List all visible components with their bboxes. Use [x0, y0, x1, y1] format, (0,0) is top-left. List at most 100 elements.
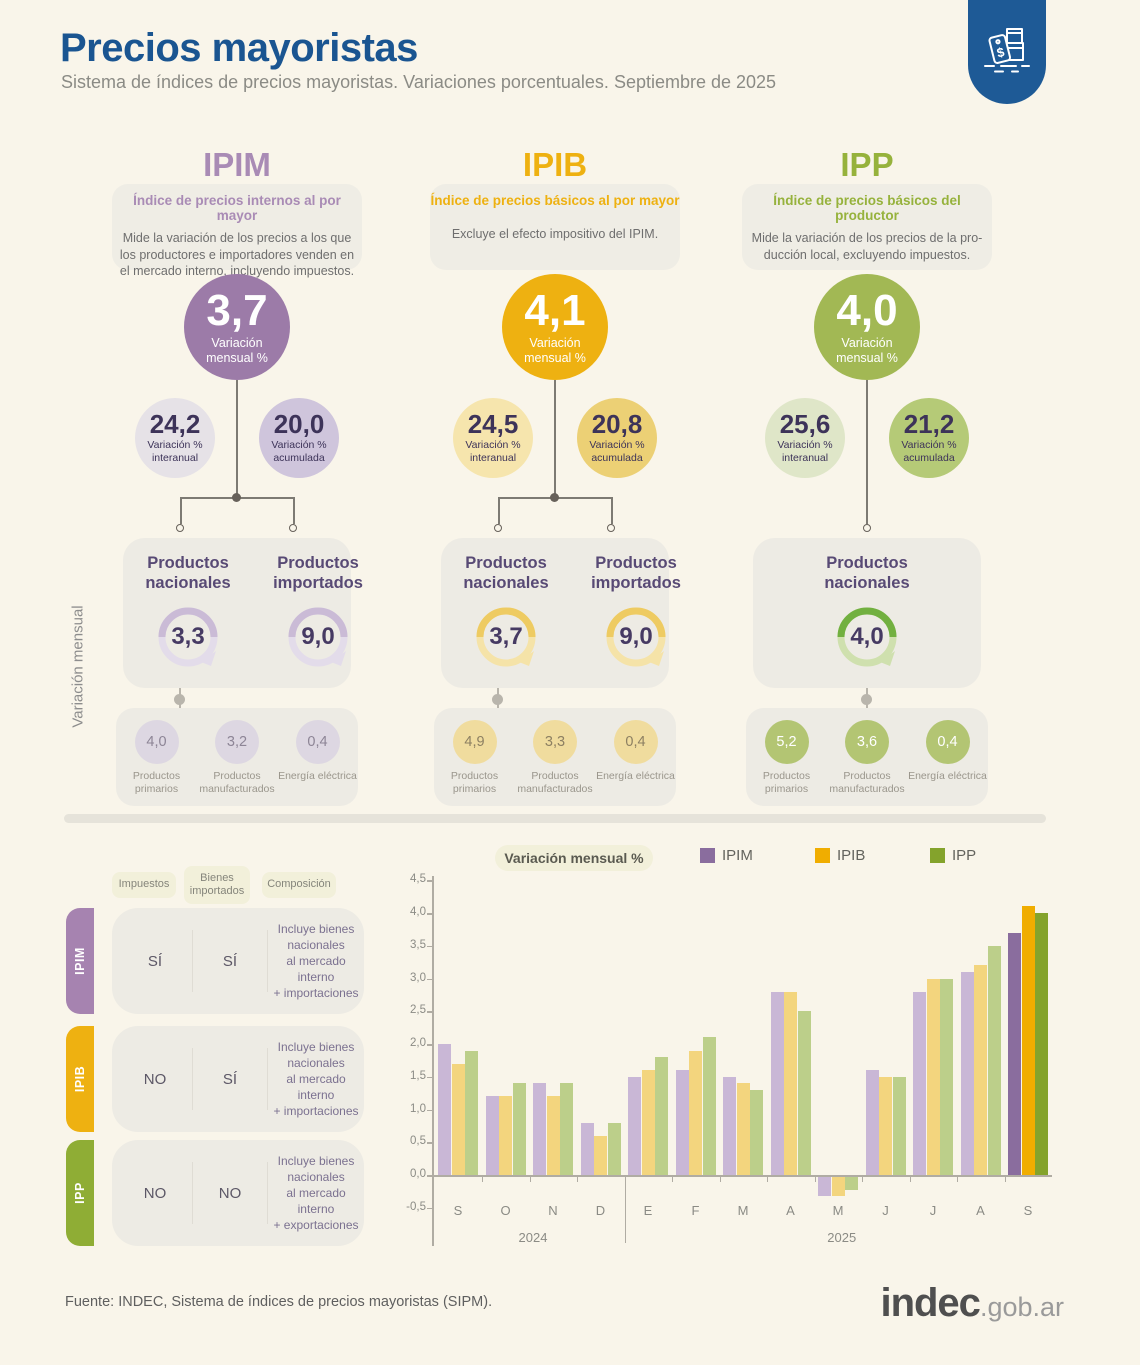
row-tab-ipim: IPIM [66, 908, 94, 1014]
breakdown-value: 0,4 [925, 720, 970, 764]
month-label: S [453, 1203, 463, 1218]
product-value: 9,0 [619, 622, 653, 650]
bar-ipim-N [533, 1083, 546, 1175]
product-name: Productos importados [591, 554, 681, 592]
index-full-name: Índice de precios básicos al por mayor [430, 193, 680, 208]
cell-composicion: Incluye bienes nacionales al mercado int… [273, 1039, 359, 1119]
y-axis-tick-label: 4,0 [410, 906, 426, 918]
month-label: A [976, 1203, 985, 1218]
bar-ipp-M [750, 1089, 763, 1175]
y-axis-tick [427, 978, 432, 980]
group-tick [1004, 1175, 1006, 1182]
y-axis-tick-label: 4,5 [410, 873, 426, 886]
cell-divider [192, 930, 193, 992]
logo-text: indec [880, 1281, 980, 1325]
accumulated-circle: 20,0 Variación % acumulada [259, 398, 339, 478]
y-axis-tick-label: 2,5 [410, 1004, 426, 1017]
bar-ipp-N [560, 1083, 573, 1175]
y-axis-tick [427, 913, 432, 915]
table-row: IPP NO NO Incluye bienes nacionales al m… [0, 1140, 380, 1246]
group-tick [482, 1175, 484, 1182]
legend-label: IPIB [837, 847, 866, 864]
connector-line [866, 380, 868, 524]
interannual-value: 25,6 [779, 409, 831, 440]
group-tick [719, 1175, 721, 1182]
breakdown-value: 0,4 [613, 720, 658, 764]
breakdown-bubble: 3,3 Productos manufacturados [515, 708, 595, 806]
products-card: Productos nacionales 3,3 Productos impor… [123, 538, 363, 688]
y-axis-tick-label: 3,5 [410, 938, 426, 951]
interannual-circle: 25,6 Variación % interanual [765, 398, 845, 478]
svg-text:$: $ [995, 44, 1006, 60]
page-subtitle: Sistema de índices de precios mayoristas… [61, 72, 777, 92]
group-tick [767, 1175, 769, 1182]
connector-dot [550, 493, 559, 502]
month-label: D [595, 1203, 606, 1218]
bar-ipp-D [607, 1122, 621, 1175]
monthly-variation-bar-chart: 4,5 4,0 3,5 3,0 2,5 2,0 1,5 1,0 0,5 0,0 -0,5 S O N D E F… [398, 870, 1082, 1262]
bar-ipib-D [594, 1135, 607, 1175]
cell-divider [192, 1048, 193, 1110]
header-badge: $ [968, 0, 1046, 104]
month-label: M [832, 1203, 844, 1218]
group-tick [672, 1175, 674, 1182]
month-label: J [929, 1203, 937, 1218]
bar-ipim-D [580, 1122, 594, 1175]
accumulated-circle: 21,2 Variación % acumulada [889, 398, 969, 478]
connector-drop [180, 497, 182, 524]
monthly-label: Variación mensual % [524, 336, 586, 365]
breakdown-label: Productos manufacturados [517, 770, 593, 795]
bar-ipp-O [512, 1083, 526, 1175]
bar-ipib-S [1021, 906, 1035, 1175]
bar-ipp-A [987, 945, 1001, 1175]
table-header-bienes-importados: Bienes importados [184, 866, 250, 904]
row-tab-label: IPIM [72, 947, 87, 975]
monthly-label: Variación mensual % [836, 336, 898, 365]
source-note: Fuente: INDEC, Sistema de índices de pre… [65, 1294, 493, 1310]
circular-arrow-icon [837, 607, 897, 667]
bar-ipim-M [723, 1076, 736, 1175]
breakdown-bubble: 0,4 Energía eléctrica [596, 708, 676, 806]
table-header-composicion: Composición [262, 872, 336, 898]
bar-ipim-S [438, 1044, 451, 1175]
y-axis-tick [427, 1076, 432, 1079]
connector-ring [863, 524, 871, 532]
product-imported: Productos importados 9,0 [253, 538, 383, 688]
monthly-variation-circle: 4,0 Variación mensual % [814, 274, 920, 380]
breakdown-card: 4,9 Productos primarios 3,3 Productos ma… [434, 708, 676, 806]
table-header-impuestos: Impuestos [112, 872, 176, 898]
connector-dot [174, 694, 185, 705]
row-tab-ipib: IPIB [66, 1026, 94, 1132]
connector-drop [293, 497, 295, 524]
y-axis-tick-label: 1,0 [410, 1102, 426, 1115]
breakdown-label: Productos primarios [762, 770, 811, 795]
monthly-variation-circle: 3,7 Variación mensual % [184, 274, 290, 380]
cell-impuestos: NO [143, 1070, 167, 1088]
price-tag-boxes-icon: $ [982, 24, 1032, 81]
bar-ipim-A [960, 971, 974, 1175]
monthly-value: 4,1 [524, 286, 586, 336]
breakdown-bubble: 5,2 Productos primarios [747, 708, 827, 806]
monthly-value: 3,7 [206, 286, 268, 336]
month-label: E [643, 1203, 653, 1218]
legend-item-ipib: IPIB [815, 847, 865, 864]
cell-divider [267, 1048, 268, 1110]
bar-ipim-F [675, 1070, 689, 1175]
cell-divider [267, 930, 268, 992]
cell-impuestos: NO [143, 1184, 167, 1202]
y-axis-tick [427, 880, 432, 882]
month-label: N [548, 1203, 558, 1218]
index-description-card: Índice de precios internos al por mayor … [112, 184, 362, 278]
breakdown-value: 3,3 [533, 720, 577, 764]
bar-ipp-M [845, 1176, 858, 1190]
connector-ring [176, 524, 184, 532]
cell-divider [267, 1162, 268, 1224]
index-name: IPIB [522, 146, 588, 183]
index-name: IPP [840, 146, 894, 183]
connector-ring [494, 524, 502, 532]
breakdown-bubble: 4,9 Productos primarios [435, 708, 515, 806]
row-body: NO NO Incluye bienes nacionales al merca… [112, 1140, 364, 1246]
breakdown-card: 4,0 Productos primarios 3,2 Productos ma… [116, 708, 358, 806]
product-name: Productos nacionales [463, 554, 549, 592]
bar-ipim-A [770, 991, 784, 1175]
